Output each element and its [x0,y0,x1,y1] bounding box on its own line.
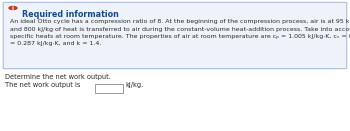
Text: and 800 kJ/kg of heat is transferred to air during the constant-volume heat-addi: and 800 kJ/kg of heat is transferred to … [10,26,350,31]
Text: The net work output is: The net work output is [5,82,80,88]
Text: = 0.287 kJ/kg·K, and k = 1.4.: = 0.287 kJ/kg·K, and k = 1.4. [10,42,101,47]
Text: Required information: Required information [22,10,119,19]
Text: kJ/kg.: kJ/kg. [125,82,143,88]
Text: i: i [12,6,14,10]
Text: An ideal Otto cycle has a compression ratio of 8. At the beginning of the compre: An ideal Otto cycle has a compression ra… [10,19,350,24]
Text: Determine the net work output.: Determine the net work output. [5,74,111,80]
Text: specific heats at room temperature. The properties of air at room temperature ar: specific heats at room temperature. The … [10,34,350,39]
